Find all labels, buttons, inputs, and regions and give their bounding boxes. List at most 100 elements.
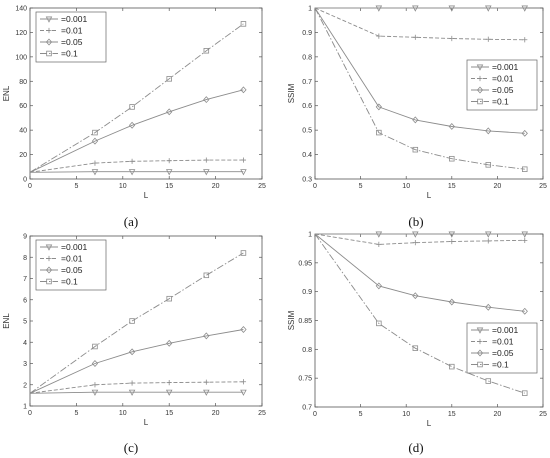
- series-3-point: [166, 295, 172, 302]
- series-3-point: [240, 250, 247, 256]
- chart-panel-0: 0 5 10 15 20 25020406080100120140LENL=0.001=0…: [2, 6, 266, 230]
- legend-box: [35, 11, 107, 63]
- series-2-point: [91, 137, 99, 145]
- x-tick-label: 0: [28, 183, 32, 190]
- y-tick-label: 0.3: [302, 177, 312, 184]
- legend-marker-0: [476, 64, 484, 71]
- legend-entry-2: =0.05: [492, 348, 514, 358]
- series-line-1: [29, 381, 244, 394]
- series-line-3: [29, 23, 244, 173]
- legend-marker-2: [45, 38, 53, 46]
- series-2-point: [240, 86, 247, 94]
- series-2-point: [448, 123, 455, 130]
- series-3-point: [449, 363, 455, 370]
- series-line-1: [29, 159, 244, 173]
- series-1-point: [412, 240, 418, 246]
- series-3-point: [485, 378, 492, 384]
- series-3-point: [376, 320, 382, 327]
- series-3-point: [129, 318, 135, 324]
- series-1-point: [129, 380, 135, 386]
- x-tick-label: 25: [258, 410, 266, 417]
- x-tick-label: 5: [359, 183, 363, 190]
- series-0-point: [91, 169, 99, 176]
- x-tick-label: 5: [359, 411, 363, 418]
- legend-entry-3: =0.1: [61, 49, 78, 59]
- series-3-point: [92, 129, 98, 136]
- panel-label: (b): [408, 214, 423, 229]
- x-tick-label: 15: [448, 183, 456, 190]
- series-line-1: [314, 233, 525, 245]
- y-tick-label: 1: [23, 404, 27, 411]
- legend-marker-3: [46, 50, 52, 57]
- y-tick-label: 6: [23, 297, 27, 304]
- x-axis-label: L: [427, 419, 432, 428]
- series-0-point: [412, 231, 419, 238]
- series-3-point: [412, 345, 419, 351]
- panel-label: (a): [124, 214, 138, 229]
- series-line-3: [29, 252, 244, 394]
- legend-marker-0: [45, 16, 53, 23]
- series-line-0: [29, 391, 244, 394]
- chart-panel-3: 0 5 10 15 20 25 0.7 0.75 0.8 0.85 0.9 0.95 1 L SSIM =0.…: [287, 232, 547, 456]
- legend-marker-1: [46, 27, 52, 34]
- series-2-point: [521, 129, 528, 137]
- series-0-point: [240, 169, 247, 176]
- series-0-point: [165, 169, 173, 176]
- legend-entry-0: =0.001: [492, 62, 519, 72]
- series-line-2: [314, 233, 525, 312]
- series-3-point: [449, 155, 455, 162]
- series-1-point: [166, 158, 172, 164]
- legend-entry-1: =0.01: [61, 26, 83, 36]
- series-2-point: [166, 339, 173, 347]
- legend-entry-2: =0.05: [61, 265, 83, 275]
- series-2-point: [485, 127, 492, 135]
- series-1-point: [485, 36, 491, 42]
- x-tick-label: 10: [402, 183, 410, 190]
- x-tick-label: 15: [165, 410, 173, 417]
- series-3-point: [92, 343, 98, 350]
- series-3-point: [166, 76, 172, 82]
- y-tick-label: 0.9: [302, 30, 312, 37]
- series-0-point: [521, 5, 529, 12]
- legend-entry-1: =0.01: [61, 254, 83, 264]
- y-tick-label: 1: [308, 232, 312, 239]
- series-3-point: [129, 104, 135, 110]
- x-tick-label: 0: [313, 183, 317, 190]
- series-2-point: [375, 103, 382, 111]
- legend-box: [466, 59, 538, 111]
- y-tick-label: 0.4: [302, 152, 312, 159]
- y-tick-label: 0.6: [302, 103, 312, 110]
- series-0-point: [412, 5, 419, 12]
- y-axis-label: SSIM: [287, 83, 296, 103]
- y-tick-label: 0.9: [302, 289, 312, 296]
- legend-marker-3: [477, 361, 483, 368]
- y-tick-label: 3: [23, 361, 27, 368]
- legend-marker-2: [476, 349, 484, 357]
- x-tick-label: 25: [539, 411, 547, 418]
- x-tick-label: 20: [494, 183, 502, 190]
- series-1-point: [449, 35, 455, 42]
- series-1-point: [376, 241, 382, 247]
- x-tick-label: 5: [74, 183, 78, 190]
- x-axis-label: L: [144, 418, 149, 427]
- y-tick-label: 0.75: [298, 376, 312, 383]
- y-tick-label: 20: [19, 152, 27, 159]
- plot-frame: [314, 233, 544, 408]
- y-tick-label: 80: [19, 79, 27, 86]
- legend-entry-3: =0.1: [492, 360, 509, 370]
- legend-marker-1: [477, 75, 483, 82]
- series-0-point: [485, 231, 492, 238]
- series-1-point: [522, 237, 528, 243]
- legend-marker-0: [45, 244, 53, 251]
- series-3-point: [203, 272, 210, 279]
- series-1-point: [166, 380, 172, 386]
- legend-entry-3: =0.1: [492, 97, 509, 107]
- x-tick-label: 0: [28, 410, 32, 417]
- legend-marker-3: [477, 98, 483, 105]
- series-0-point: [128, 389, 136, 396]
- legend: =0.001 =0.01=0.05 =0.1: [35, 11, 107, 63]
- series-0-point: [203, 169, 210, 176]
- series-0-point: [91, 389, 99, 396]
- x-tick-label: 15: [448, 411, 456, 418]
- y-tick-label: 8: [23, 255, 27, 262]
